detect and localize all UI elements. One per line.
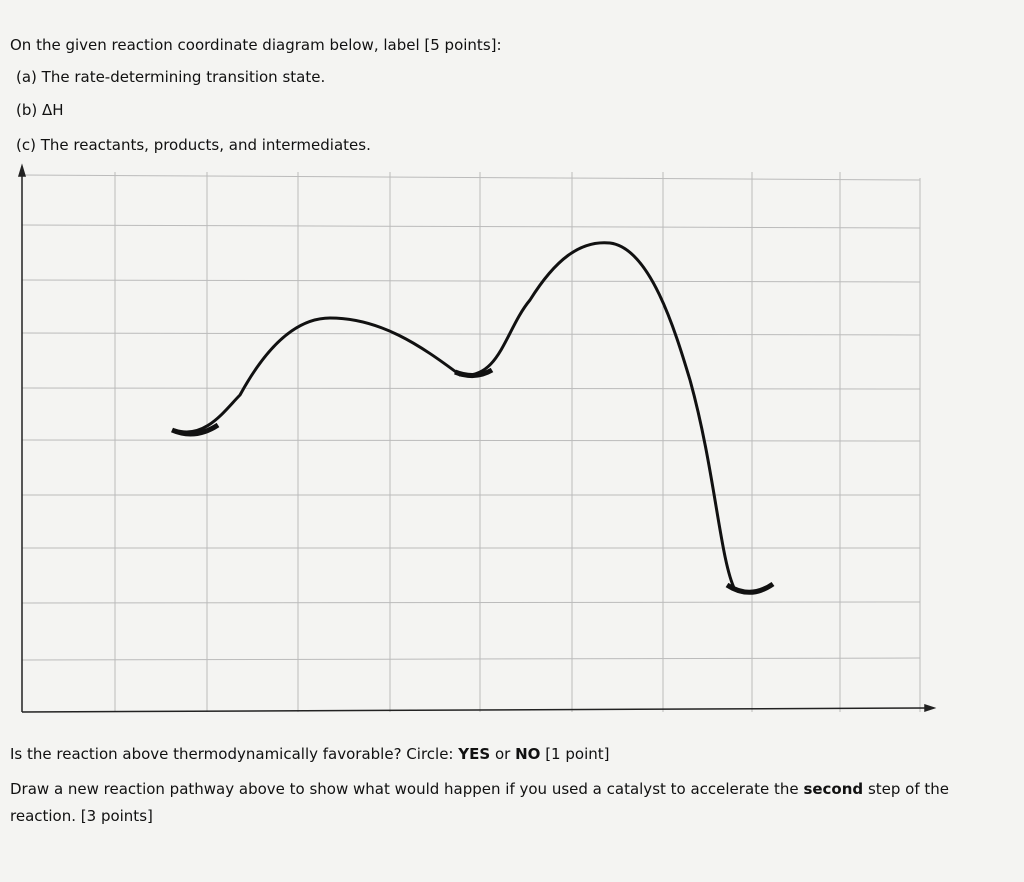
- question-text: Draw a new reaction pathway above to sho…: [10, 780, 799, 798]
- points: [1 point]: [545, 745, 610, 763]
- option-no: NO: [515, 745, 541, 763]
- axes: [17, 163, 937, 713]
- grid: [21, 172, 921, 712]
- question: Draw a new reaction pathway above to sho…: [10, 776, 1000, 830]
- product-mark: [725, 581, 775, 595]
- reaction-curve: [174, 241, 773, 594]
- reactant-mark: [171, 422, 220, 437]
- item: (b) ΔH: [16, 101, 64, 119]
- item: (c) The reactants, products, and interme…: [16, 136, 371, 154]
- intermediate-mark: [454, 367, 494, 378]
- question-text: Is the reaction above thermodynamically …: [10, 745, 454, 763]
- question-text: step of the reaction. [3 points]: [10, 780, 949, 825]
- option-yes: YES: [458, 745, 491, 763]
- instruction: On the given reaction coordinate diagram…: [10, 36, 502, 54]
- item: (a) The rate-determining transition stat…: [16, 68, 326, 86]
- question: Is the reaction above thermodynamically …: [10, 741, 1000, 768]
- question-text: or: [494, 745, 511, 763]
- emphasis: second: [803, 780, 864, 798]
